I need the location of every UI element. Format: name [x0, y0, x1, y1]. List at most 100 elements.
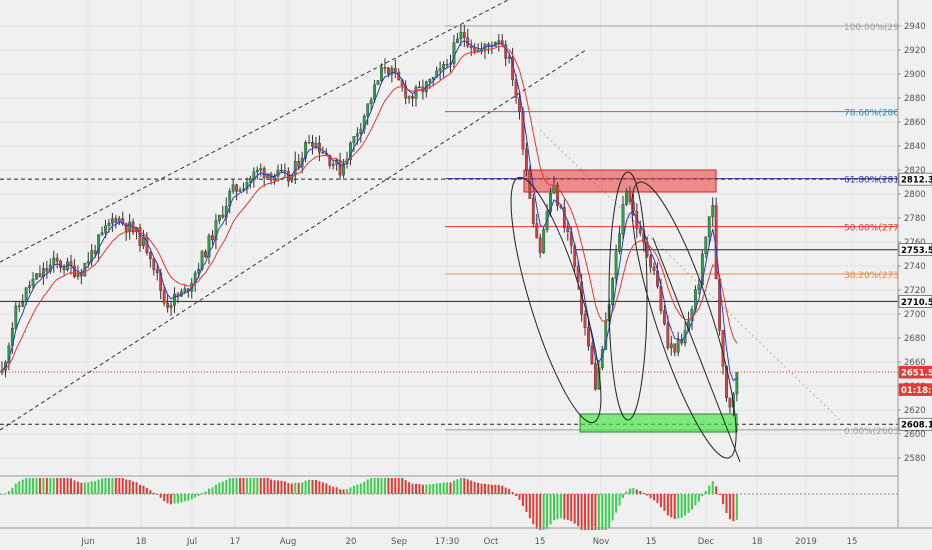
candle-body — [104, 225, 107, 233]
trend-channel — [0, 0, 841, 431]
oscillator-bar — [56, 478, 59, 494]
oscillator-bar — [639, 490, 642, 494]
oscillator-bar — [335, 487, 338, 494]
grid — [0, 25, 898, 459]
candle-body — [255, 169, 259, 172]
oscillator-bar — [597, 494, 600, 530]
oscillator-bar — [622, 494, 624, 498]
oscillator-bar — [421, 484, 424, 494]
candle-body — [359, 128, 363, 134]
pattern-ellipses[interactable] — [494, 170, 756, 467]
horizontal-lines[interactable] — [0, 178, 898, 425]
price-axis[interactable]: 2940 2920 2900 2880 2860 2840 2820 2800 2780 2760… — [897, 0, 932, 550]
candlesticks — [0, 24, 739, 417]
oscillator-bar — [135, 482, 138, 494]
oscillator-bar — [566, 494, 569, 520]
fib-level-label: 61.80%(2812.8 — [844, 176, 914, 186]
candle-body — [621, 204, 625, 235]
oscillator-bar — [397, 478, 400, 494]
oscillator-bar — [532, 494, 535, 525]
price-tag[interactable] — [898, 417, 932, 431]
oscillator-bar — [470, 480, 473, 494]
pattern-ellipse-middle[interactable] — [608, 171, 648, 421]
oscillator-bar — [446, 482, 449, 494]
candle-body — [17, 305, 21, 308]
resistance-zone[interactable] — [523, 169, 717, 193]
candle-body — [35, 273, 38, 280]
price-tag[interactable] — [898, 295, 932, 308]
oscillator-bar — [173, 494, 176, 504]
oscillator-bar — [601, 494, 604, 530]
oscillator-bar — [708, 485, 711, 494]
fib-level-label: 78.60%(2868.6 — [844, 109, 914, 119]
price-tag[interactable] — [898, 243, 932, 256]
oscillator-bar — [152, 492, 155, 494]
candle-body — [625, 190, 628, 205]
candle-body — [262, 168, 266, 178]
oscillator-bar — [584, 494, 587, 530]
price-tag[interactable] — [898, 383, 932, 396]
oscillator-bar — [42, 478, 45, 494]
candle-body — [24, 287, 28, 303]
pattern-ellipse-left[interactable] — [494, 170, 619, 430]
oscillator-bar — [228, 478, 231, 494]
oscillator-bar — [232, 478, 235, 494]
oscillator-bar — [111, 478, 114, 494]
oscillator-bar — [25, 478, 28, 494]
oscillator-bar — [239, 478, 242, 494]
oscillator-bar — [287, 482, 290, 494]
price-tag[interactable] — [898, 172, 932, 186]
highlight-zones[interactable] — [523, 169, 738, 433]
support-zone[interactable] — [579, 413, 738, 433]
oscillator-bar — [187, 494, 190, 501]
oscillator-bar — [7, 490, 10, 494]
moving-averages — [1, 40, 738, 382]
fib-level-label: 50.00%(2772.8 — [844, 224, 914, 234]
oscillator-bar — [490, 484, 493, 494]
price-tag[interactable] — [898, 365, 932, 379]
pattern-ellipse-right[interactable] — [613, 173, 756, 466]
oscillator-bar — [21, 479, 24, 494]
time-tick-label: 17:30 — [435, 537, 460, 547]
candle-body — [535, 223, 539, 238]
candle-body — [62, 267, 66, 271]
candle-body — [338, 159, 342, 176]
oscillator-bar — [473, 481, 476, 494]
candle-body — [93, 250, 97, 254]
price-tick-label: 2880 — [904, 94, 926, 104]
price-tick-label: 2720 — [904, 286, 926, 296]
candle-body — [590, 345, 594, 364]
candle-body — [680, 339, 684, 344]
oscillator-bar — [394, 478, 397, 494]
oscillator-bar — [204, 491, 207, 494]
candle-body — [414, 86, 418, 99]
oscillator-bar — [404, 480, 407, 494]
projection-arrow-line[interactable] — [652, 237, 741, 463]
oscillator-bar — [225, 480, 228, 494]
oscillator-bar — [411, 483, 414, 494]
oscillator-bar — [214, 484, 217, 494]
oscillator-bar — [722, 494, 725, 505]
oscillator-bar — [632, 487, 635, 494]
candle-body — [618, 233, 621, 252]
candle-body — [55, 257, 59, 262]
oscillator-bar — [263, 478, 266, 494]
oscillator-bar — [480, 483, 483, 494]
candle-body — [383, 67, 387, 69]
candle-body — [697, 284, 701, 290]
candle-body — [307, 142, 311, 144]
oscillator-bar — [139, 484, 141, 494]
candle-body — [369, 99, 373, 104]
candle-body — [45, 268, 49, 272]
oscillator-bar — [628, 488, 631, 494]
fib-level-label: 38.20%(2733.3 — [844, 271, 913, 281]
candle-body — [86, 261, 90, 264]
time-axis[interactable]: Jun 18 Jul 17 Aug 20 Sep 17:30 Oct 15 Nov 15 Dec 18 20… — [0, 527, 932, 547]
oscillator-bar — [121, 478, 124, 494]
oscillator-bar — [1, 494, 3, 495]
candle-body — [514, 79, 518, 99]
candle-body — [304, 142, 307, 159]
candle-body — [735, 372, 739, 395]
candle-body — [280, 169, 283, 172]
